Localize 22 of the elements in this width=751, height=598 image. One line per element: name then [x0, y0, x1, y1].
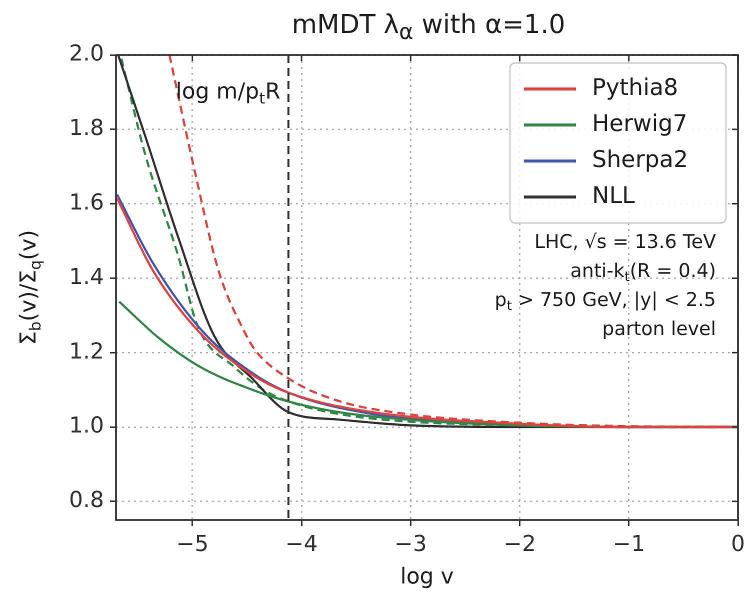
x-tick-label: −2: [504, 532, 536, 557]
legend-label: NLL: [592, 182, 636, 209]
x-tick-label: −4: [285, 532, 318, 557]
chart-title: mMDT λ$_{α}$ with α=1.0: [290, 10, 566, 46]
legend-label: Herwig7: [592, 110, 688, 137]
y-tick-label: 1.6: [69, 190, 104, 216]
y-tick-label: 1.0: [69, 414, 104, 439]
y-tick-label: 2.0: [69, 42, 104, 67]
y-tick-label: 0.8: [69, 488, 104, 514]
y-tick-label: 1.8: [69, 116, 104, 142]
x-tick-label: −5: [176, 532, 209, 557]
legend-label: Pythia8: [592, 74, 678, 101]
x-axis-title: log v: [400, 564, 454, 590]
x-tick-label: −3: [394, 532, 427, 557]
y-axis-title: Σb(v)/Σq(v): [16, 230, 45, 346]
annotation: LHC, √s = 13.6 TeV: [534, 230, 716, 253]
x-tick-label: −1: [612, 532, 646, 557]
y-tick-label: 1.4: [69, 264, 104, 290]
y-tick-label: 1.2: [69, 339, 104, 364]
legend-label: Sherpa2: [592, 146, 688, 173]
annotation: parton level: [602, 318, 716, 340]
x-tick-label: 0: [731, 532, 745, 557]
